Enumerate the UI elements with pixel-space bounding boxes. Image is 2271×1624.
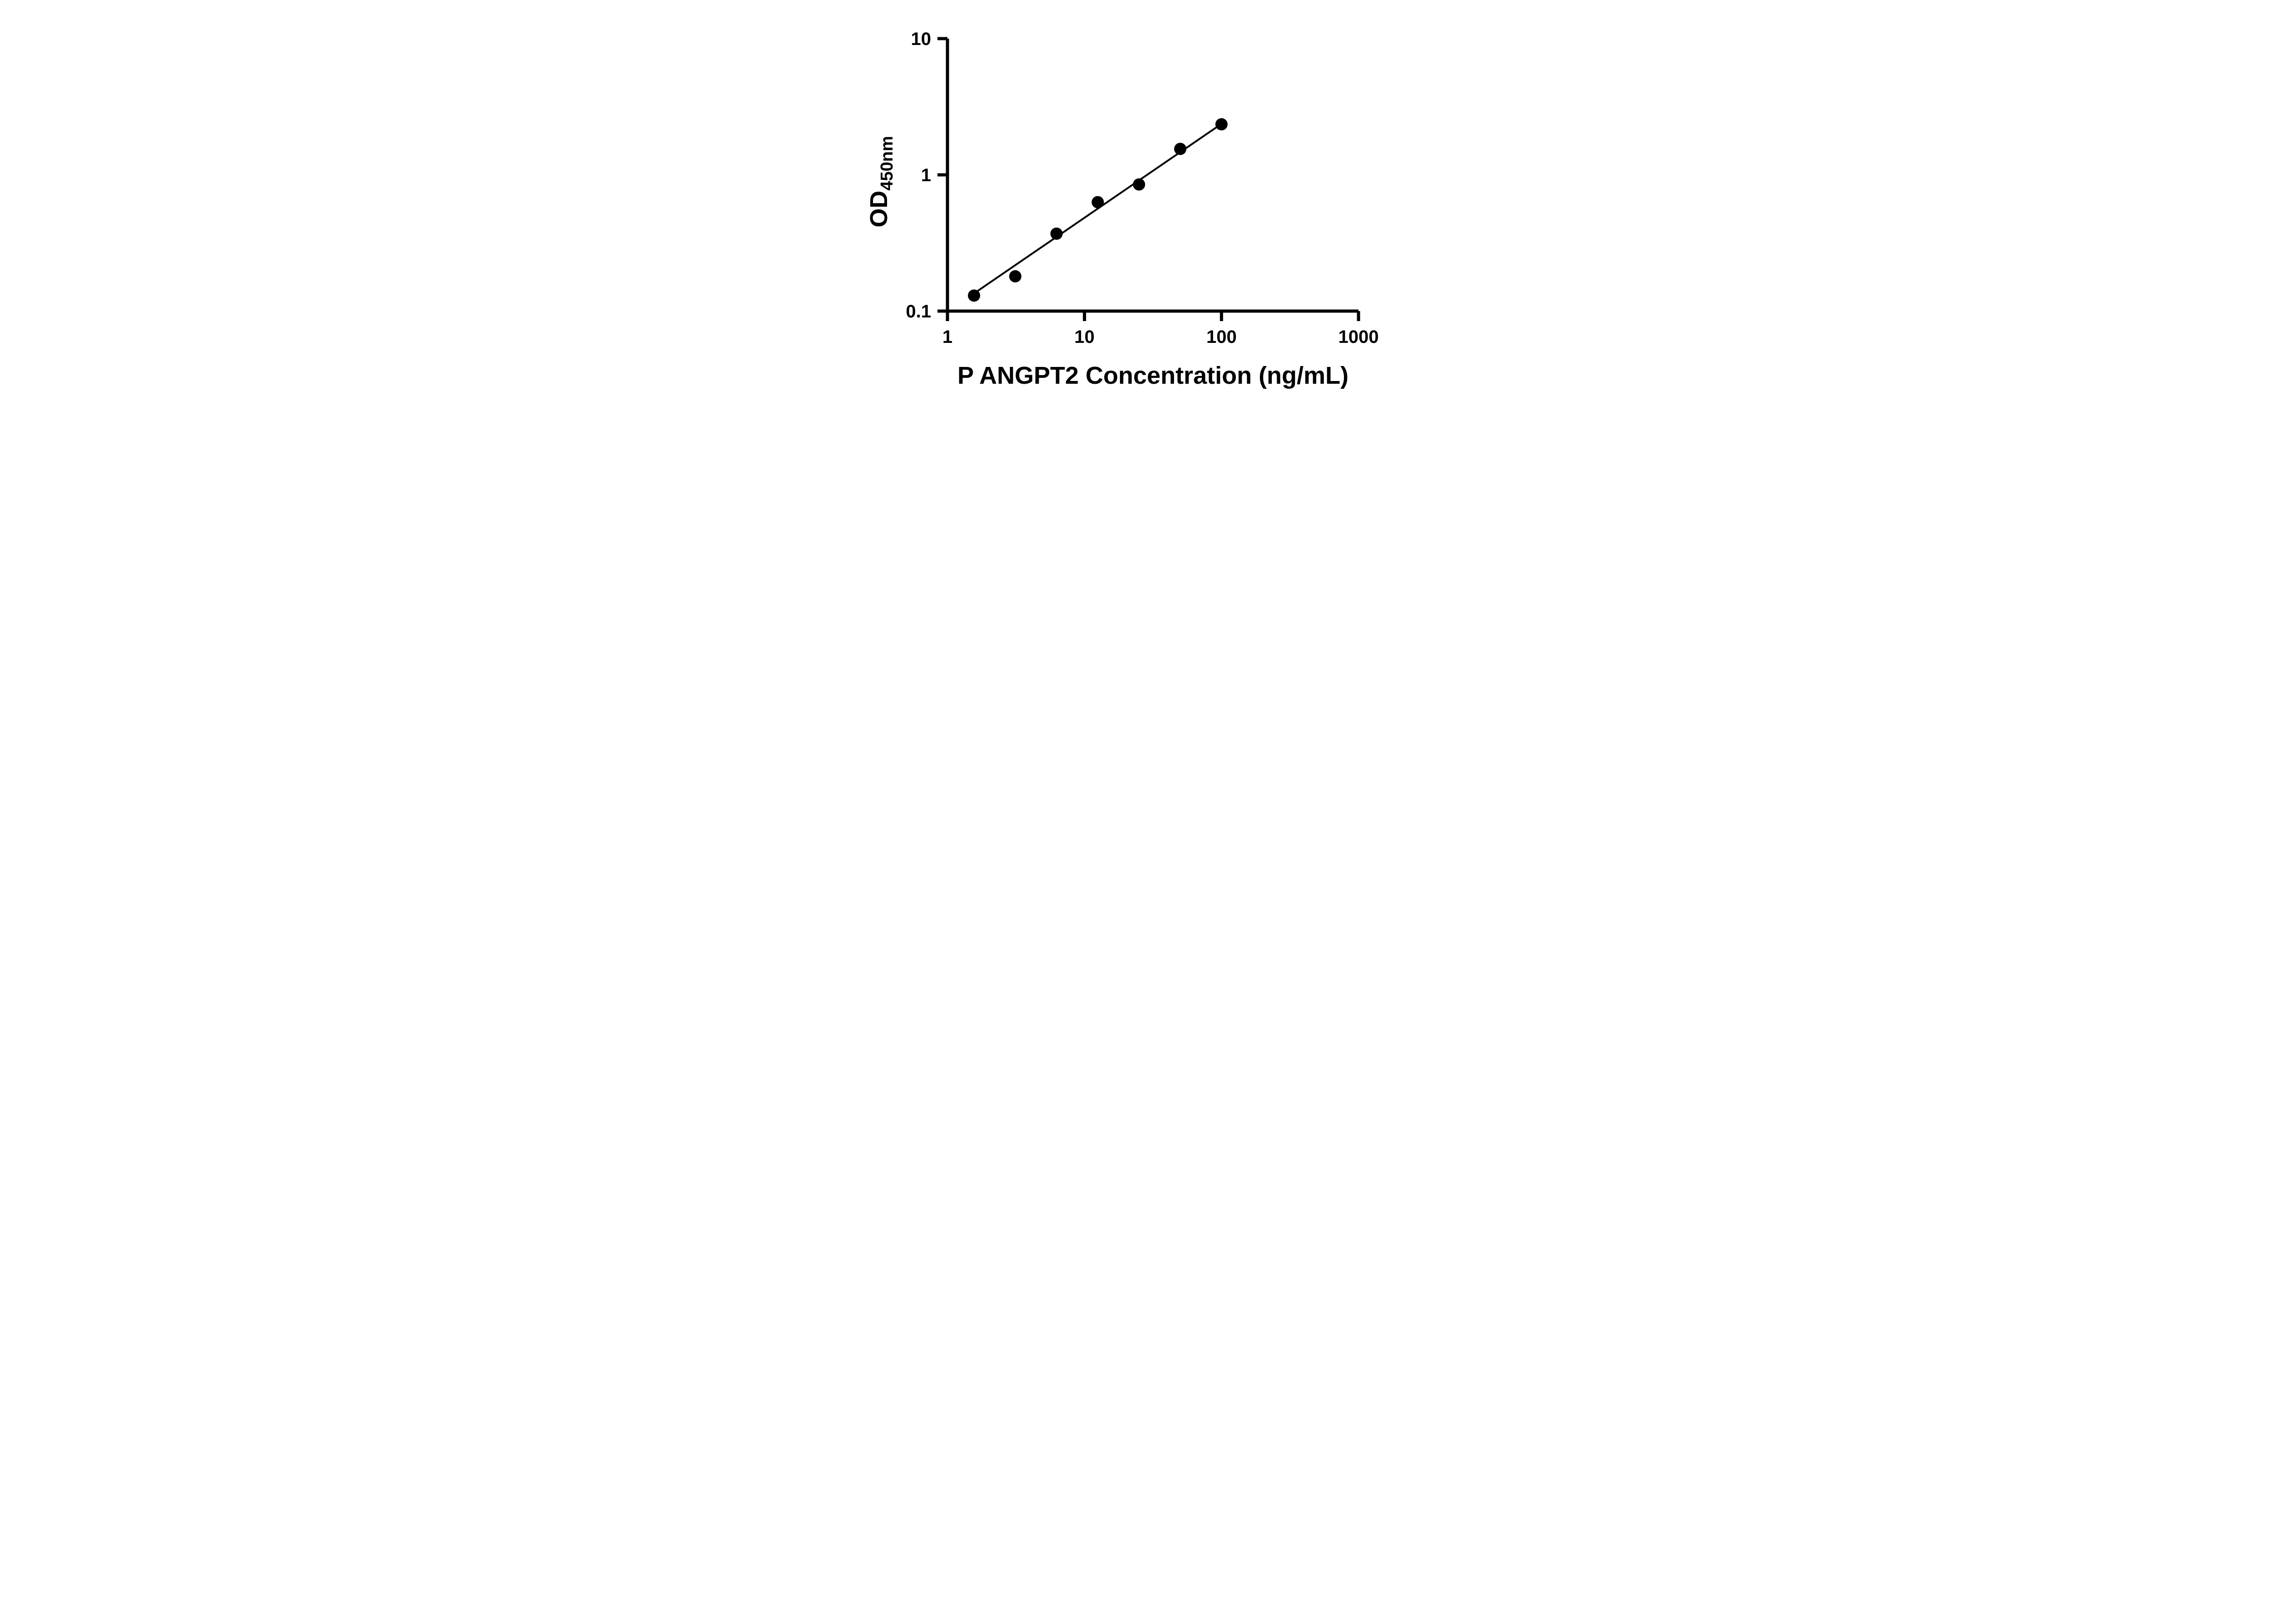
data-point	[1091, 196, 1104, 208]
data-point	[1009, 270, 1021, 282]
standard-curve-chart: 1 10 100 1000 0.1 1 10 P ANGPT2 Concentration (…	[850, 0, 1421, 406]
x-axis-title: P ANGPT2 Concentration (ng/mL)	[957, 362, 1349, 389]
data-point	[1215, 118, 1228, 131]
x-axis-tick-label: 1000	[1339, 327, 1379, 347]
elisa-plot-svg: 1 10 100 1000 0.1 1 10 P ANGPT2 Concentration (…	[865, 29, 1379, 389]
y-axis-tick-label: 10	[911, 29, 932, 49]
x-axis-tick-label: 10	[1074, 327, 1095, 347]
data-point	[967, 289, 980, 302]
data-point	[1174, 143, 1187, 155]
y-axis-title: OD450nm	[865, 136, 897, 227]
page: 1 10 100 1000 0.1 1 10 P ANGPT2 Concentration (…	[850, 0, 1421, 406]
data-point	[1133, 178, 1145, 191]
y-axis-title-subscript: 450nm	[878, 136, 897, 190]
y-axis-title-main: OD	[865, 191, 893, 228]
data-point	[1050, 228, 1063, 240]
x-axis-tick-label: 100	[1206, 327, 1237, 347]
x-axis-tick-label: 1	[942, 327, 952, 347]
y-axis-tick-label: 0.1	[906, 302, 931, 322]
y-axis-tick-label: 1	[921, 165, 931, 185]
